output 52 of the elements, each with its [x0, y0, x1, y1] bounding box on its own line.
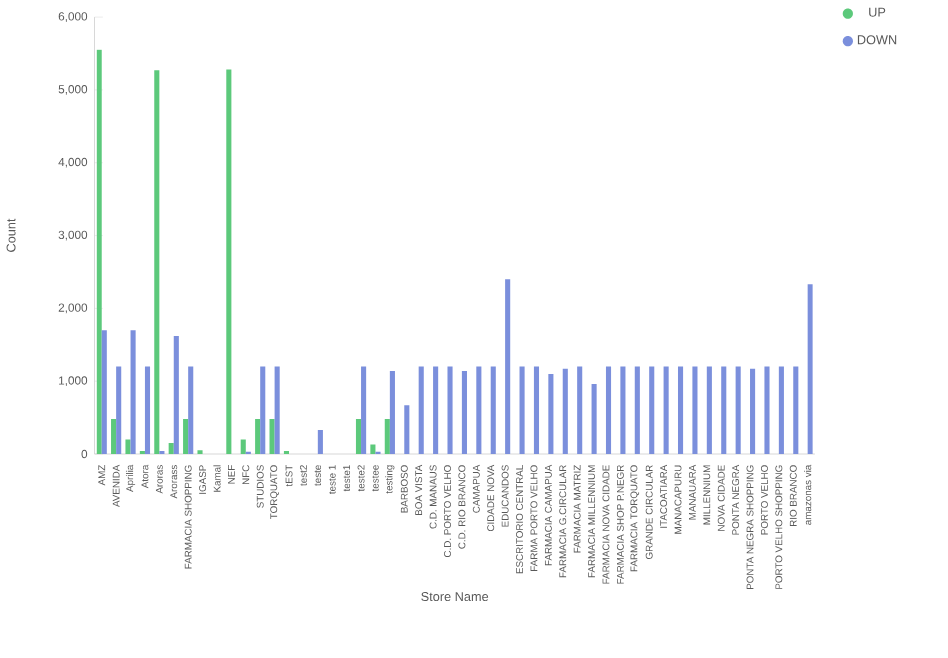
- bar: [735, 366, 741, 454]
- bar: [476, 366, 482, 454]
- bar: [692, 366, 698, 454]
- bar: [240, 439, 246, 454]
- bar: [750, 368, 756, 454]
- bar: [111, 418, 117, 454]
- bar: [562, 368, 568, 454]
- bar: [721, 366, 727, 454]
- bar: [168, 442, 174, 454]
- bar: [505, 278, 511, 454]
- bar: [317, 429, 323, 454]
- bar: [183, 418, 189, 454]
- bar: [144, 366, 151, 454]
- bar: [355, 418, 362, 454]
- bar: [447, 366, 453, 454]
- bar: [384, 418, 390, 454]
- bar: [96, 49, 102, 454]
- bar: [649, 366, 655, 454]
- bar: [154, 69, 160, 454]
- bar: [533, 366, 540, 454]
- bar: [577, 366, 583, 454]
- bar: [461, 370, 467, 454]
- bar: [188, 366, 194, 454]
- bar: [677, 366, 684, 454]
- bar: [778, 366, 784, 454]
- bar: [173, 335, 179, 454]
- bar: [663, 366, 669, 454]
- bar: [274, 366, 280, 454]
- bar: [125, 439, 131, 454]
- bar: [389, 370, 395, 454]
- bar: [620, 366, 626, 454]
- bar: [101, 329, 107, 454]
- bar: [433, 366, 439, 454]
- bar: [404, 404, 410, 454]
- bar: [605, 366, 612, 454]
- bar: [519, 366, 525, 454]
- bar: [226, 69, 232, 454]
- bar: [361, 366, 367, 454]
- bar: [370, 444, 376, 454]
- bar: [706, 366, 712, 454]
- bar: [490, 366, 496, 454]
- bar: [548, 373, 554, 454]
- bar: [269, 418, 275, 454]
- bar: [260, 366, 266, 454]
- bar: [130, 329, 136, 454]
- bar: [116, 366, 122, 454]
- bar: [255, 418, 261, 454]
- bar: [634, 366, 640, 454]
- bar: [591, 383, 597, 454]
- bar: [418, 366, 424, 454]
- bar: [793, 366, 799, 454]
- bar: [764, 366, 770, 454]
